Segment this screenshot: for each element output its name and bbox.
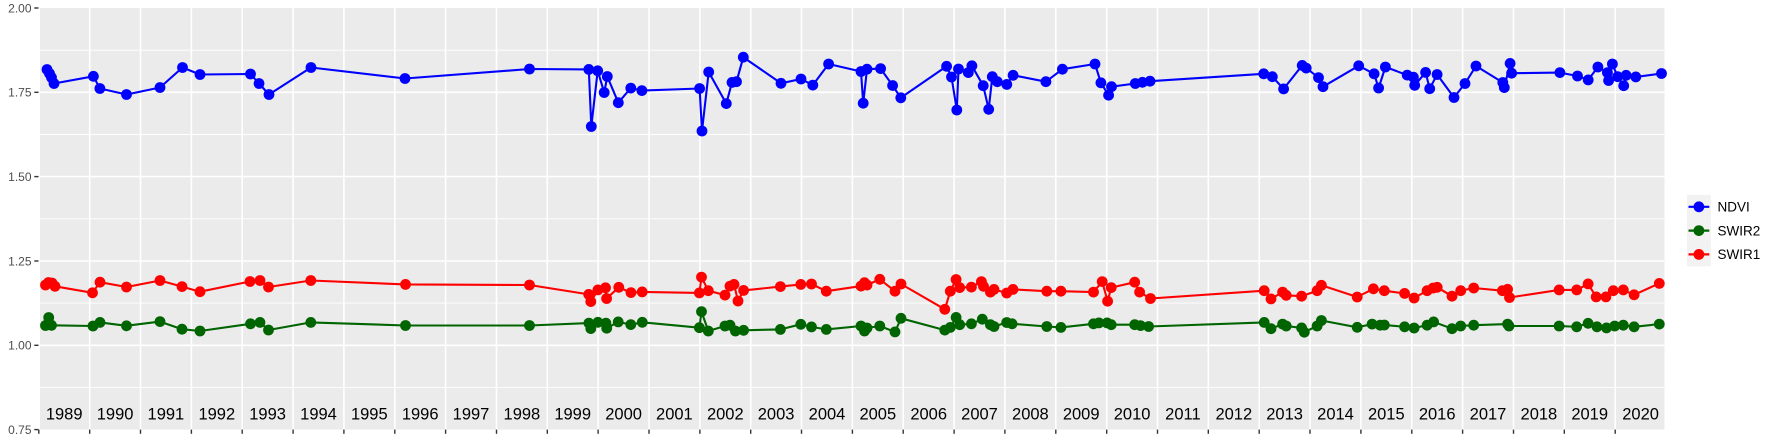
svg-text:2018: 2018 [1521, 406, 1558, 424]
svg-text:2010: 2010 [1114, 406, 1151, 424]
svg-text:2016: 2016 [1419, 406, 1456, 424]
svg-text:SWIR2: SWIR2 [1718, 223, 1761, 238]
svg-text:2005: 2005 [859, 406, 896, 424]
svg-text:2008: 2008 [1012, 406, 1049, 424]
svg-text:2015: 2015 [1368, 406, 1405, 424]
svg-text:2017: 2017 [1470, 406, 1507, 424]
svg-text:1990: 1990 [97, 406, 134, 424]
svg-text:1.50: 1.50 [8, 170, 32, 184]
svg-text:2014: 2014 [1317, 406, 1354, 424]
svg-text:1994: 1994 [300, 406, 337, 424]
svg-text:1992: 1992 [198, 406, 235, 424]
svg-text:1.00: 1.00 [8, 339, 32, 353]
svg-text:2011: 2011 [1165, 406, 1200, 424]
svg-text:2006: 2006 [910, 406, 947, 424]
svg-text:1997: 1997 [453, 406, 490, 424]
svg-text:1995: 1995 [351, 406, 388, 424]
svg-text:1.75: 1.75 [8, 86, 32, 100]
svg-text:1993: 1993 [249, 406, 286, 424]
svg-text:2013: 2013 [1266, 406, 1303, 424]
svg-text:2007: 2007 [961, 406, 998, 424]
svg-text:2009: 2009 [1063, 406, 1100, 424]
svg-text:0.75: 0.75 [8, 423, 32, 437]
svg-text:2002: 2002 [707, 406, 744, 424]
svg-text:2004: 2004 [809, 406, 846, 424]
svg-text:2000: 2000 [605, 406, 642, 424]
svg-text:2.00: 2.00 [8, 1, 32, 15]
svg-text:1998: 1998 [504, 406, 541, 424]
svg-text:2020: 2020 [1622, 406, 1659, 424]
svg-text:2001: 2001 [656, 406, 693, 424]
svg-text:1991: 1991 [148, 406, 185, 424]
svg-text:2012: 2012 [1215, 406, 1252, 424]
svg-text:2003: 2003 [758, 406, 795, 424]
svg-text:SWIR1: SWIR1 [1718, 247, 1761, 262]
svg-text:1999: 1999 [554, 406, 591, 424]
svg-text:1.25: 1.25 [8, 254, 32, 268]
svg-text:1996: 1996 [402, 406, 439, 424]
svg-text:1989: 1989 [46, 406, 83, 424]
svg-text:NDVI: NDVI [1718, 200, 1750, 215]
svg-text:2019: 2019 [1571, 406, 1608, 424]
